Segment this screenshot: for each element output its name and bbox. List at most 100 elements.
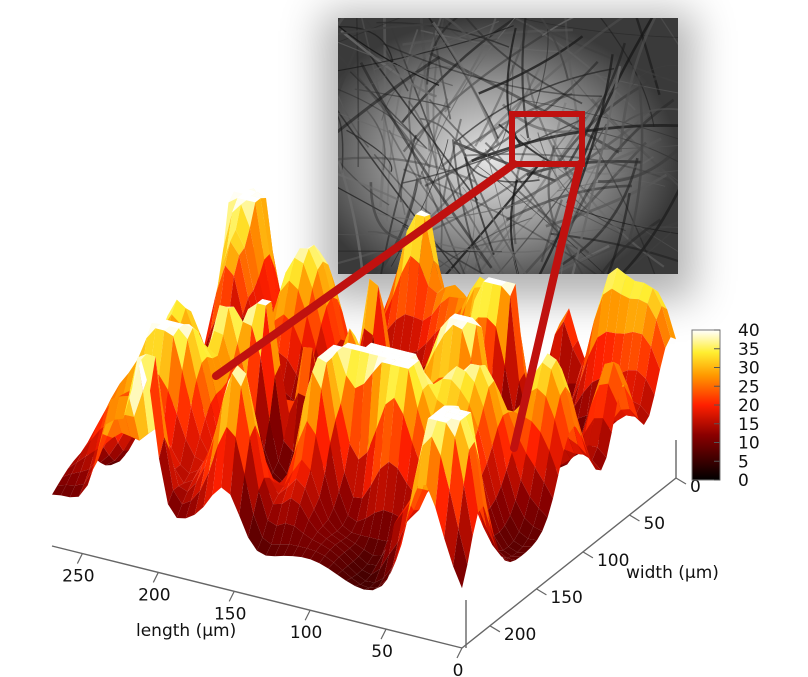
fibre-strand xyxy=(365,19,409,92)
surface-facet xyxy=(567,348,582,384)
fibre-strand xyxy=(517,98,678,140)
surface-facet xyxy=(235,386,250,475)
surface-facet xyxy=(287,323,302,375)
surface-facet xyxy=(351,574,366,585)
surface-facet xyxy=(360,581,375,588)
surface-facet xyxy=(456,410,471,417)
surface-facet xyxy=(298,533,313,549)
surface-facet xyxy=(337,570,352,581)
x-tick-mark xyxy=(76,553,83,564)
surface-facet xyxy=(219,305,234,308)
fibre-strand xyxy=(338,26,395,66)
surface-facet xyxy=(449,284,464,298)
surface-facet xyxy=(235,204,250,248)
surface-facet xyxy=(390,314,405,355)
surface-facet xyxy=(290,478,306,505)
surface-facet xyxy=(159,437,174,505)
surface-facet xyxy=(388,397,404,469)
fibre-strand xyxy=(403,168,597,274)
fibre-strand xyxy=(517,18,678,38)
surface-facet xyxy=(185,308,200,334)
surface-facet xyxy=(167,490,183,518)
surface-facet xyxy=(465,412,480,463)
surface-facet xyxy=(602,267,618,295)
fibre-strand xyxy=(619,188,678,274)
fibre-strand xyxy=(540,199,563,263)
surface-facet xyxy=(362,564,377,575)
surface-facet xyxy=(335,541,350,553)
surface-facet xyxy=(176,370,192,439)
surface-facet xyxy=(588,294,603,357)
surface-facet xyxy=(540,396,555,451)
surface-facet xyxy=(481,499,496,548)
surface-facet xyxy=(212,426,227,496)
surface-facet xyxy=(182,339,197,407)
y-axis-line xyxy=(461,477,677,649)
surface-facet xyxy=(71,456,86,474)
fibre-strand xyxy=(547,244,610,274)
fibre-strand xyxy=(426,239,541,254)
fibre-strand xyxy=(386,29,419,222)
fibre-strand xyxy=(388,129,500,274)
surface-facet xyxy=(255,357,270,449)
x-tick-mark xyxy=(228,591,235,602)
surface-facet xyxy=(597,288,612,338)
fibre-strand xyxy=(402,28,573,46)
surface-facet xyxy=(232,198,247,213)
surface-facet xyxy=(337,525,352,538)
surface-facet xyxy=(369,510,384,540)
surface-facet xyxy=(365,342,380,350)
surface-facet xyxy=(203,445,218,507)
surface-facet xyxy=(355,535,370,550)
surface-facet xyxy=(554,395,569,452)
surface-facet xyxy=(242,189,258,196)
surface-facet xyxy=(365,568,380,583)
surface-facet xyxy=(371,404,386,485)
fibre-strand xyxy=(473,221,513,274)
surface-facet xyxy=(372,539,388,556)
surface-facet xyxy=(560,386,575,434)
fibre-strand xyxy=(598,147,678,184)
surface-facet xyxy=(483,387,498,446)
surface-facet xyxy=(169,322,184,329)
surface-facet xyxy=(107,414,122,438)
surface-facet xyxy=(426,327,441,368)
surface-facet xyxy=(374,345,389,352)
surface-facet xyxy=(362,428,377,499)
surface-facet xyxy=(633,299,648,335)
surface-facet xyxy=(219,265,234,319)
surface-facet xyxy=(344,548,359,562)
surface-facet xyxy=(608,361,623,404)
surface-facet xyxy=(301,420,316,471)
surface-facet xyxy=(274,544,290,557)
surface-facet xyxy=(358,549,373,564)
fibre-strand xyxy=(538,54,614,274)
surface-facet xyxy=(301,548,316,560)
surface-facet xyxy=(230,437,245,516)
surface-facet xyxy=(474,441,489,518)
surface-facet xyxy=(536,362,552,397)
surface-facet xyxy=(69,483,85,498)
surface-facet xyxy=(98,436,113,460)
surface-facet xyxy=(390,360,405,367)
fibre-strand xyxy=(373,20,500,71)
surface-facet xyxy=(453,406,468,425)
surface-facet xyxy=(105,383,120,410)
surface-facet xyxy=(255,198,270,260)
surface-facet xyxy=(570,357,586,404)
surface-facet xyxy=(444,490,459,567)
surface-facet xyxy=(241,200,256,228)
surface-facet xyxy=(479,365,495,388)
surface-facet xyxy=(422,418,437,446)
surface-facet xyxy=(572,421,587,455)
surface-facet xyxy=(528,526,543,541)
surface-facet xyxy=(422,384,438,419)
surface-facet xyxy=(324,443,339,508)
surface-facet xyxy=(194,472,209,515)
surface-facet xyxy=(191,465,206,501)
surface-facet xyxy=(565,449,580,460)
surface-facet xyxy=(401,351,416,359)
surface-facet xyxy=(187,327,202,380)
fibre-strand xyxy=(571,77,678,182)
surface-facet xyxy=(478,407,493,464)
